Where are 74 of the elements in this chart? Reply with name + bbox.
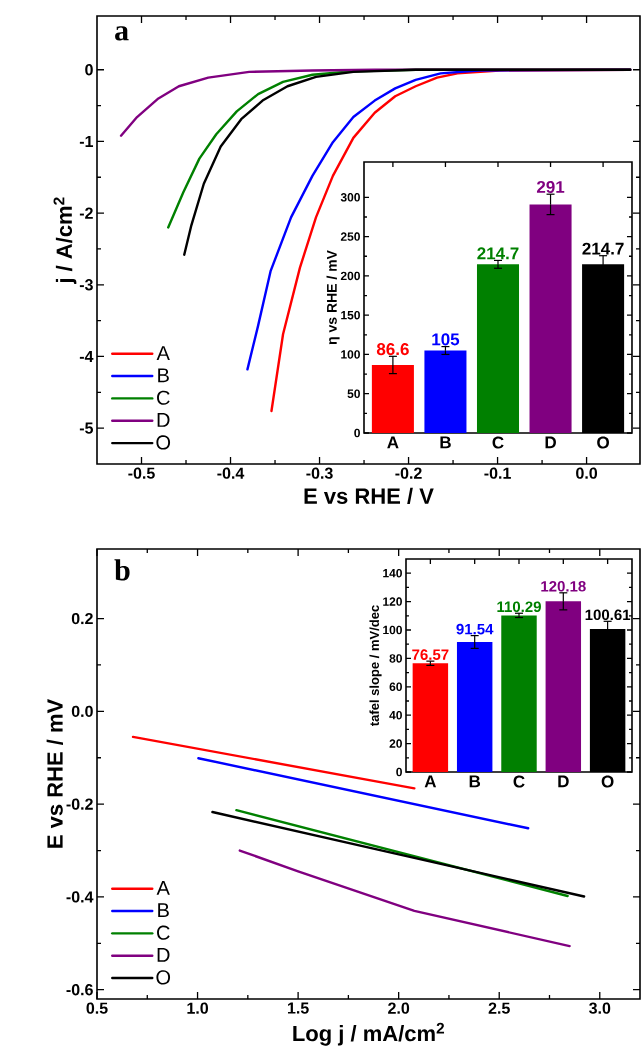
y-tick-label: -2 [79, 207, 93, 219]
y-tick-label: -0.4 [66, 891, 94, 903]
legend-label: D [157, 413, 170, 427]
y-tick-label: 250 [340, 232, 360, 241]
y-tick-label: 150 [341, 310, 360, 320]
data-label: 100.61 [585, 609, 631, 621]
y-tick-label: -1 [79, 135, 94, 147]
x-tick-label: 1.5 [287, 1002, 309, 1014]
x-tick-label: -0.4 [217, 467, 245, 479]
y-tick-label: 100 [341, 350, 360, 359]
x-tick-label: -0.5 [128, 467, 155, 479]
legend-label: D [157, 948, 170, 962]
x-tick-label: D [545, 436, 556, 449]
legend-label: C [157, 390, 170, 405]
y-axis-title: j / A/cm$^{2}$ [53, 197, 77, 284]
y-tick-label: 140 [383, 568, 402, 578]
y-tick-label: 200 [340, 271, 360, 281]
y-tick-label: -3 [79, 279, 93, 291]
y-tick-label: 40 [389, 710, 402, 720]
x-tick-label: -0.3 [306, 467, 333, 479]
legend-label: B [158, 903, 169, 918]
data-label: 86.6 [376, 343, 409, 356]
y-tick-label: 0 [354, 428, 360, 438]
y-tick-label: 60 [389, 682, 402, 692]
data-label: 91.54 [456, 623, 494, 635]
legend-label: O [156, 970, 171, 985]
y-tick-label: 0 [85, 64, 93, 76]
y-tick-label: -4 [79, 350, 94, 362]
x-tick-label: 1.0 [187, 1002, 209, 1014]
x-axis-title: Log j / mA/cm$^{2}$ [293, 1022, 445, 1046]
x-tick-label: 2.0 [388, 1002, 410, 1014]
y-tick-label: 20 [389, 739, 402, 748]
data-label: 110.29 [497, 601, 541, 613]
x-tick-label: C [513, 775, 525, 788]
y-tick-label: 100 [383, 625, 402, 635]
y-tick-label: 0.2 [71, 612, 93, 625]
x-tick-label: 2.5 [488, 1002, 510, 1014]
y-axis-title: tafel slope / mV/dec [369, 605, 382, 727]
y-tick-label: 0 [396, 767, 402, 777]
x-tick-label: A [387, 436, 399, 449]
y-tick-label: 80 [389, 654, 402, 663]
x-tick-label: B [440, 436, 451, 449]
data-label: 105 [432, 333, 460, 346]
x-tick-label: 3.0 [589, 1002, 611, 1014]
y-tick-label: -5 [79, 422, 94, 434]
x-axis-title: E vs RHE / V [304, 487, 434, 505]
y-tick-label: 300 [340, 193, 360, 202]
x-tick-label: 0.5 [86, 1002, 108, 1014]
data-label: 291 [536, 180, 565, 193]
y-tick-label: 50 [347, 389, 360, 398]
y-tick-label: -0.2 [66, 798, 93, 810]
y-tick-label: 120 [383, 597, 402, 606]
legend-label: C [157, 925, 170, 940]
y-tick-label: 0.0 [71, 705, 93, 718]
y-axis-title: η vs RHE / mV [326, 250, 340, 345]
x-tick-label: B [469, 775, 481, 788]
data-label: 76.57 [412, 649, 449, 660]
annotation: b [114, 559, 130, 581]
data-label: 214.7 [582, 242, 624, 255]
x-tick-label: O [597, 436, 609, 449]
x-tick-label: A [424, 775, 437, 788]
x-tick-label: D [558, 775, 569, 788]
y-tick-label: -0.6 [66, 984, 93, 996]
legend-label: A [156, 881, 170, 895]
y-axis-title: E vs RHE / mV [46, 698, 64, 848]
x-tick-label: -0.1 [484, 467, 511, 479]
x-tick-label: O [601, 775, 614, 788]
x-tick-label: C [492, 436, 504, 449]
data-label: 120.18 [541, 580, 586, 592]
x-tick-label: 0.0 [576, 467, 598, 479]
data-label: 214.7 [477, 247, 519, 260]
legend-label: A [156, 346, 170, 360]
annotation: a [115, 26, 129, 41]
legend-label: B [158, 368, 169, 383]
